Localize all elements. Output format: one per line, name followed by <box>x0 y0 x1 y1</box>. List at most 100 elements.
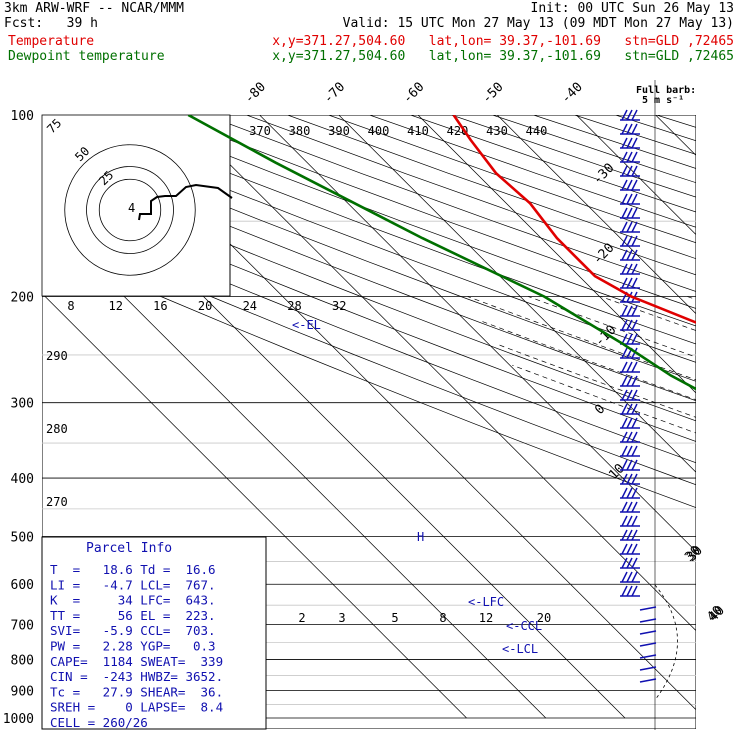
parcel-info-row: T = 18.6 Td = 16.6 <box>50 562 216 577</box>
parcel-marker: <-CCL <box>506 619 542 633</box>
wind-barb <box>620 361 640 373</box>
theta-label: 390 <box>328 124 350 138</box>
parcel-marker: <-EL <box>292 318 321 332</box>
parcel-info-row: SVI= -5.9 CCL= 703. <box>50 623 216 638</box>
isotherm-line <box>496 115 696 315</box>
mixing-ratio-label: 3 <box>338 611 345 625</box>
wind-barb <box>620 487 640 499</box>
parcel-info-row: LI = -4.7 LCL= 767. <box>50 577 216 592</box>
wind-barb <box>620 375 640 387</box>
hodograph-ring <box>98 178 162 242</box>
wind-barb <box>620 151 640 163</box>
pressure-label: 700 <box>11 619 34 634</box>
isotherm-label: -30 <box>590 161 617 188</box>
parcel-info-row: Tc = 27.9 SHEAR= 36. <box>50 684 223 699</box>
temperature-legend: Temperature <box>8 34 95 49</box>
speed-label: 32 <box>332 299 346 313</box>
barb-speed-arc <box>654 584 678 701</box>
dry-adiabat <box>369 115 696 228</box>
dry-adiabat <box>410 115 696 213</box>
wind-barb-low <box>639 618 657 623</box>
wind-barb <box>620 179 640 191</box>
wind-barb <box>620 305 640 317</box>
barb-speed-label: 40 <box>704 603 726 625</box>
wind-barb <box>620 263 640 275</box>
theta-label: 400 <box>368 124 390 138</box>
wind-barb <box>620 501 640 513</box>
valid-time: Valid: 15 UTC Mon 27 May 13 (09 MDT Mon … <box>342 16 734 31</box>
speed-label: 28 <box>287 299 301 313</box>
pressure-label: 900 <box>11 684 34 699</box>
isotherm-line <box>338 115 696 473</box>
wind-barb <box>620 137 640 149</box>
wind-barb <box>620 571 640 583</box>
theta-label: 440 <box>526 124 548 138</box>
wind-barb-low <box>639 606 657 611</box>
isotherm-line <box>655 115 696 156</box>
moist-adiabat <box>497 343 696 418</box>
hodograph-center-label: 4 <box>128 201 135 215</box>
dewpoint-profile <box>187 115 696 391</box>
isotherm-line <box>42 292 467 719</box>
wind-barb <box>620 249 640 261</box>
theta-label: 380 <box>289 124 311 138</box>
wind-barb <box>620 221 640 233</box>
wind-barb <box>620 431 640 443</box>
theta-label: 410 <box>407 124 429 138</box>
parcel-info-row: PW = 2.28 YGP= 0.3 <box>50 639 216 654</box>
theta-label: 430 <box>486 124 508 138</box>
pressure-label: 500 <box>11 530 34 545</box>
wind-barb <box>620 473 640 485</box>
speed-label: 24 <box>243 299 257 313</box>
wind-barb <box>620 417 640 429</box>
pressure-label: 600 <box>11 578 34 593</box>
isotherm-label: -40 <box>559 80 586 107</box>
wind-barb <box>620 207 640 219</box>
theta-left-label: 280 <box>46 422 68 436</box>
dry-adiabat <box>246 115 696 276</box>
temperature-location: x,y=371.27,504.60 lat,lon= 39.37,-101.69… <box>272 34 734 49</box>
wind-barb <box>620 165 640 177</box>
mixing-ratio-label: 5 <box>391 611 398 625</box>
wind-barb <box>620 543 640 555</box>
isotherm-line <box>180 115 696 632</box>
wind-barb <box>620 109 640 121</box>
parcel-info-row: CIN = -243 HWBZ= 3652. <box>50 669 223 684</box>
parcel-info-title: Parcel Info <box>86 541 172 556</box>
mixing-ratio-label: 2 <box>298 611 305 625</box>
isotherm-line <box>576 115 696 236</box>
dry-adiabat <box>287 115 696 260</box>
theta-label: 370 <box>249 124 271 138</box>
parcel-info-row: K = 34 LFC= 643. <box>50 593 216 608</box>
barb-legend-title: Full barb: <box>636 85 696 96</box>
speed-label: 12 <box>108 299 122 313</box>
temperature-profile <box>452 115 696 324</box>
wind-barb <box>620 459 640 471</box>
wind-barb <box>620 193 640 205</box>
wind-barb-low <box>639 654 657 659</box>
isotherm-label: -60 <box>400 80 427 107</box>
parcel-marker: <-LFC <box>468 595 504 609</box>
speed-label: 16 <box>153 299 167 313</box>
wind-barb <box>620 277 640 289</box>
dry-adiabat <box>42 149 696 402</box>
wind-barb <box>620 333 640 345</box>
hodograph-trace <box>138 183 233 221</box>
dry-adiabat <box>451 115 696 198</box>
pressure-label: 300 <box>11 397 34 412</box>
moist-adiabat <box>482 321 696 401</box>
speed-label: 20 <box>198 299 212 313</box>
dry-adiabat <box>42 185 696 442</box>
wind-barb <box>620 585 640 597</box>
moist-adiabat <box>600 296 696 331</box>
parcel-info-row: TT = 56 EL = 223. <box>50 608 216 623</box>
wind-barb-low <box>639 630 657 635</box>
speed-label: 8 <box>67 299 74 313</box>
hodograph-ring <box>86 166 174 254</box>
dry-adiabat <box>42 204 696 464</box>
barb-legend-unit: 5 m s⁻¹ <box>642 95 684 106</box>
mixing-ratio-label: 12 <box>479 611 493 625</box>
isotherm-line <box>259 115 696 552</box>
init-time: Init: 00 UTC Sun 26 May 13 <box>530 1 735 16</box>
